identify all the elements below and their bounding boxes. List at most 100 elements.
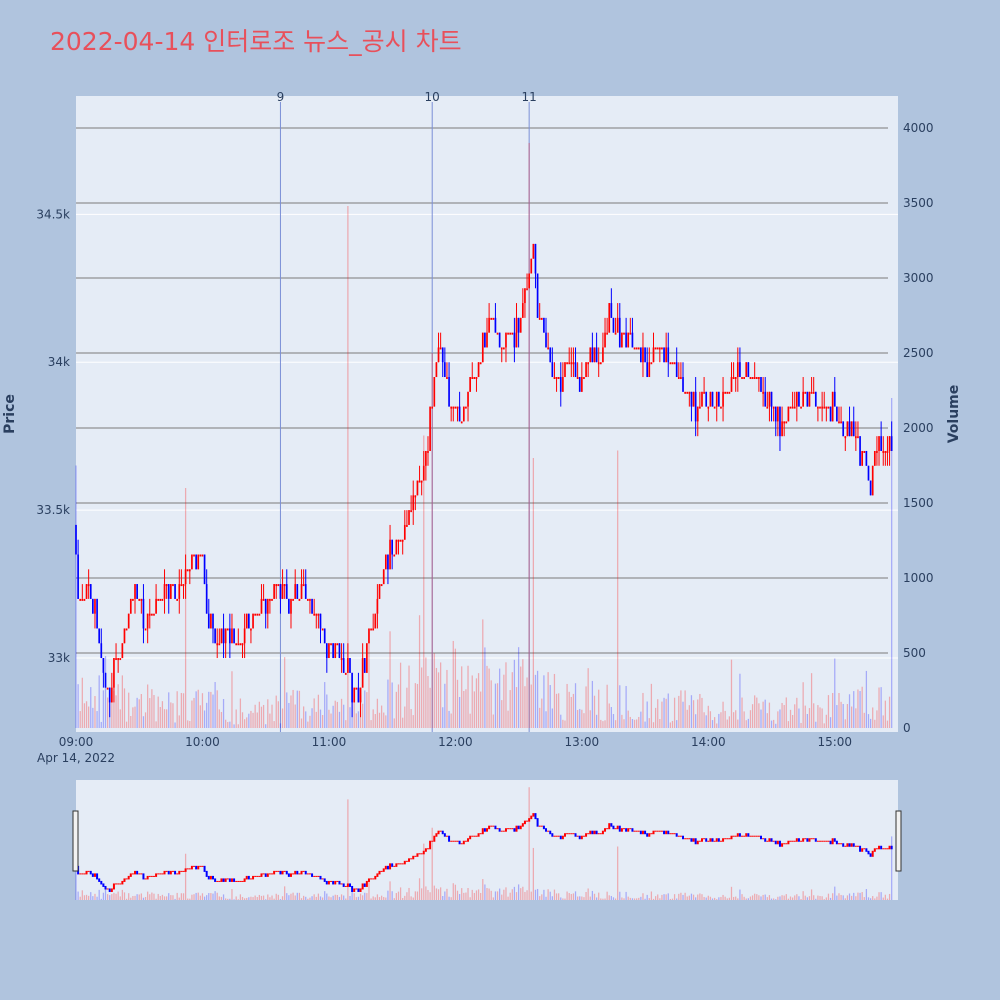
slider-volume-bar [212,893,214,900]
volume-bar [602,721,604,728]
slider-volume-bar [701,894,703,900]
volume-bar [241,712,244,728]
slider-volume-bar [216,892,218,900]
candle-body [774,406,777,422]
slider-volume-bar [676,898,678,900]
volume-bar [511,672,513,728]
candle-body [256,613,259,616]
slider-volume-bar [705,897,707,900]
slider-volume-bar [861,892,863,900]
candle-body [460,421,463,424]
slider-volume-bar [732,896,735,900]
range-slider-right-handle[interactable] [895,810,902,872]
volume-bar [138,699,140,728]
slider-volume-bar [758,895,760,900]
candle-body [410,510,412,513]
slider-volume-bar [751,895,754,900]
volume-bar [857,689,859,728]
candle-body [446,377,448,380]
volume-bar [180,692,183,728]
candle-body [553,377,556,380]
candle-body [665,347,667,363]
slider-volume-bar [768,895,771,900]
candle-body [186,569,189,572]
candle-body [783,421,786,424]
candle-body [848,421,851,437]
candle-body [247,613,250,629]
volume-bar [88,706,90,728]
volume-bar [399,662,402,728]
volume-bar [395,691,398,728]
volume-bar [859,691,861,728]
slider-volume-bar [233,899,235,900]
volume-bar [612,714,615,728]
volume-bar [203,710,206,728]
candle-body [587,362,590,365]
volume-bar [614,720,617,728]
candle-body [859,436,861,466]
volume-bar [94,696,96,728]
candle-body [566,362,568,365]
candle-body [810,391,813,394]
volume-bar [874,719,876,728]
volume-bar [467,665,469,728]
slider-volume-bar [321,897,324,900]
slider-volume-bar [191,894,193,900]
volume-bar [279,723,282,728]
volume-bar [77,684,79,728]
volume-bar [165,709,168,728]
candle-body [212,613,214,629]
candle-body [863,450,866,453]
candle-body [344,672,347,675]
candle-body [313,613,316,616]
slider-volume-bar [313,894,315,900]
slider-volume-bar [123,892,126,900]
candle-body [890,436,893,451]
volume-bar [625,686,627,728]
slider-volume-bar [716,899,718,900]
volume-bar [286,692,288,728]
slider-volume-bar [376,894,379,900]
slider-volume-bar [789,896,792,900]
volume-bar [454,648,457,728]
slider-volume-bar [779,896,781,900]
volume-tick-label: 1500 [903,496,934,510]
main-plot-area[interactable] [76,96,898,732]
volume-bar [751,704,754,728]
slider-volume-bar [593,893,596,900]
slider-volume-bar [766,897,768,900]
volume-bar [638,716,640,728]
slider-volume-bar [545,896,547,900]
volume-bar [711,720,714,728]
volume-bar [319,709,322,728]
volume-bar [113,691,115,728]
range-slider-area[interactable] [76,780,898,900]
slider-volume-bar [880,892,882,900]
volume-bar [589,710,591,728]
slider-volume-bar [608,895,610,900]
slider-volume-bar [178,897,180,900]
volume-bar [353,692,355,728]
volume-bar [159,707,161,728]
slider-volume-bar [208,893,210,900]
volume-bar [290,695,292,728]
news-markers: 9 10 11 [277,90,537,732]
volume-bar [385,715,387,728]
volume-bar [878,687,880,728]
slider-volume-bar [222,894,225,900]
volume-bar [648,718,650,728]
range-slider-left-handle[interactable] [72,810,79,872]
volume-bar [324,682,326,728]
slider-volume-bar [832,893,834,900]
volume-bar [686,709,688,728]
candle-body [838,421,840,424]
candle-body [427,450,429,453]
slider-volume-bar [530,891,532,900]
volume-bar [850,706,853,728]
slider-volume-bar [631,898,634,900]
candle-body [349,658,351,673]
candle-body [395,539,398,555]
candle-body [787,406,790,422]
slider-volume-bar [446,888,448,900]
slider-volume-bar [423,843,425,900]
